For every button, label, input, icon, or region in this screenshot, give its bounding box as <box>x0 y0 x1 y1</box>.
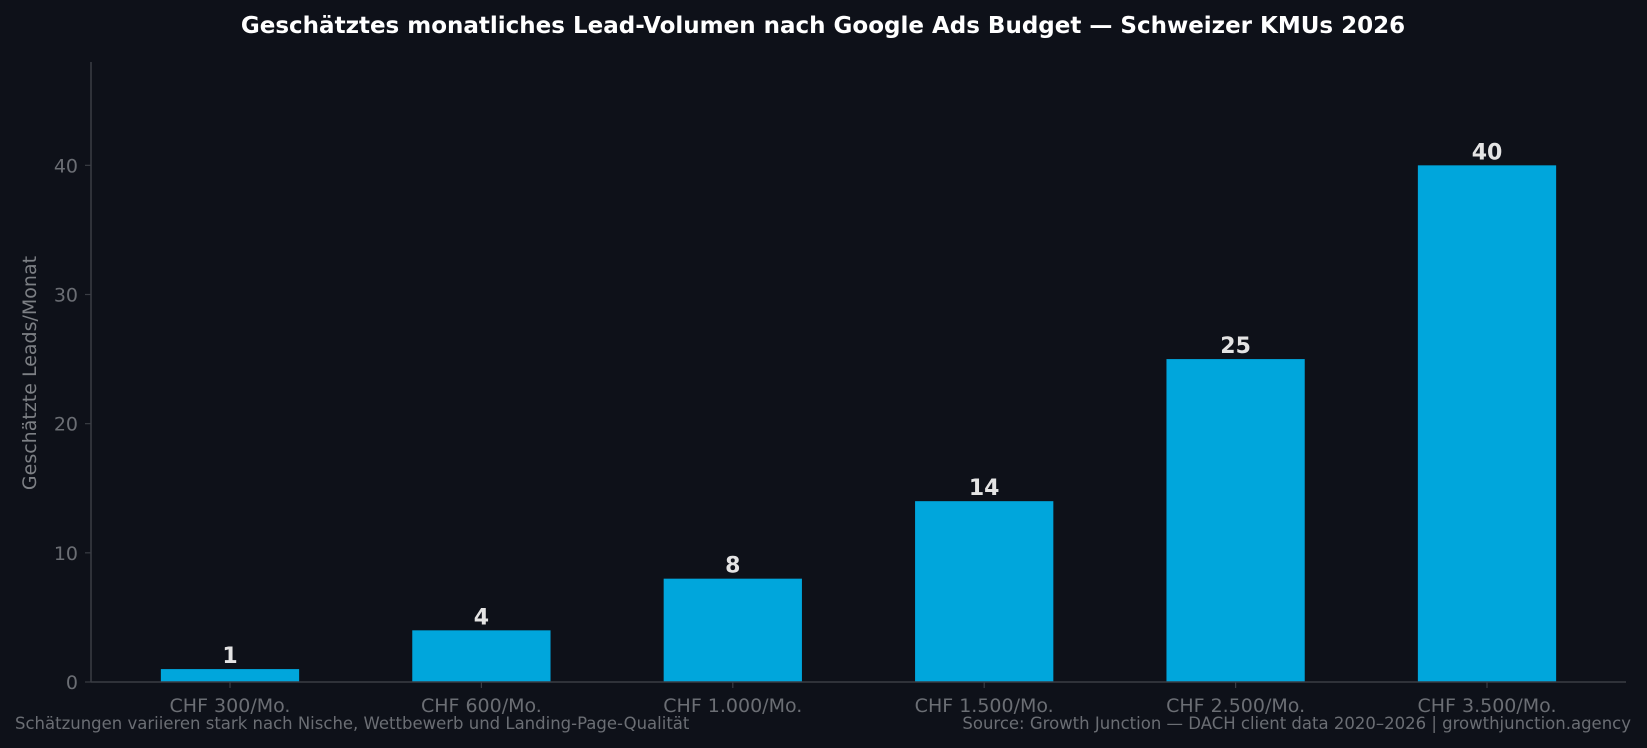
footer-source: Source: Growth Junction — DACH client da… <box>962 714 1631 733</box>
chart-title: Geschätztes monatliches Lead-Volumen nac… <box>241 13 1405 39</box>
data-label: 25 <box>1220 334 1251 359</box>
x-tick-label: CHF 2.500/Mo. <box>1166 695 1305 717</box>
y-tick-label: 0 <box>66 672 78 694</box>
bar <box>412 630 551 682</box>
y-tick-label: 30 <box>54 285 78 307</box>
x-tick-label: CHF 1.000/Mo. <box>663 695 802 717</box>
bar <box>663 578 802 682</box>
data-label: 1 <box>222 644 237 669</box>
x-axis-ticks: CHF 300/Mo. CHF 600/Mo. CHF 1.000/Mo. CHF 1… <box>170 682 1557 717</box>
x-tick-label: CHF 3.500/Mo. <box>1417 695 1556 717</box>
bar <box>1166 359 1305 682</box>
footer-note: Schätzungen variieren stark nach Nische,… <box>15 714 690 733</box>
x-tick-label: CHF 1.500/Mo. <box>915 695 1054 717</box>
data-label: 40 <box>1472 140 1503 165</box>
x-tick-label: CHF 600/Mo. <box>421 695 542 717</box>
y-tick-label: 10 <box>54 543 78 565</box>
data-label: 14 <box>969 476 1000 501</box>
y-axis-ticks: 0 10 20 30 40 <box>54 155 91 694</box>
bar <box>160 669 300 682</box>
bar-series <box>160 165 1557 683</box>
data-label: 4 <box>474 605 489 630</box>
x-tick-label: CHF 300/Mo. <box>170 695 291 717</box>
bar <box>1417 165 1557 683</box>
y-tick-label: 40 <box>54 155 78 177</box>
y-tick-label: 20 <box>54 414 78 436</box>
data-label: 8 <box>725 554 740 579</box>
y-axis-label: Geschätzte Leads/Monat <box>19 256 41 490</box>
bar <box>915 501 1054 682</box>
